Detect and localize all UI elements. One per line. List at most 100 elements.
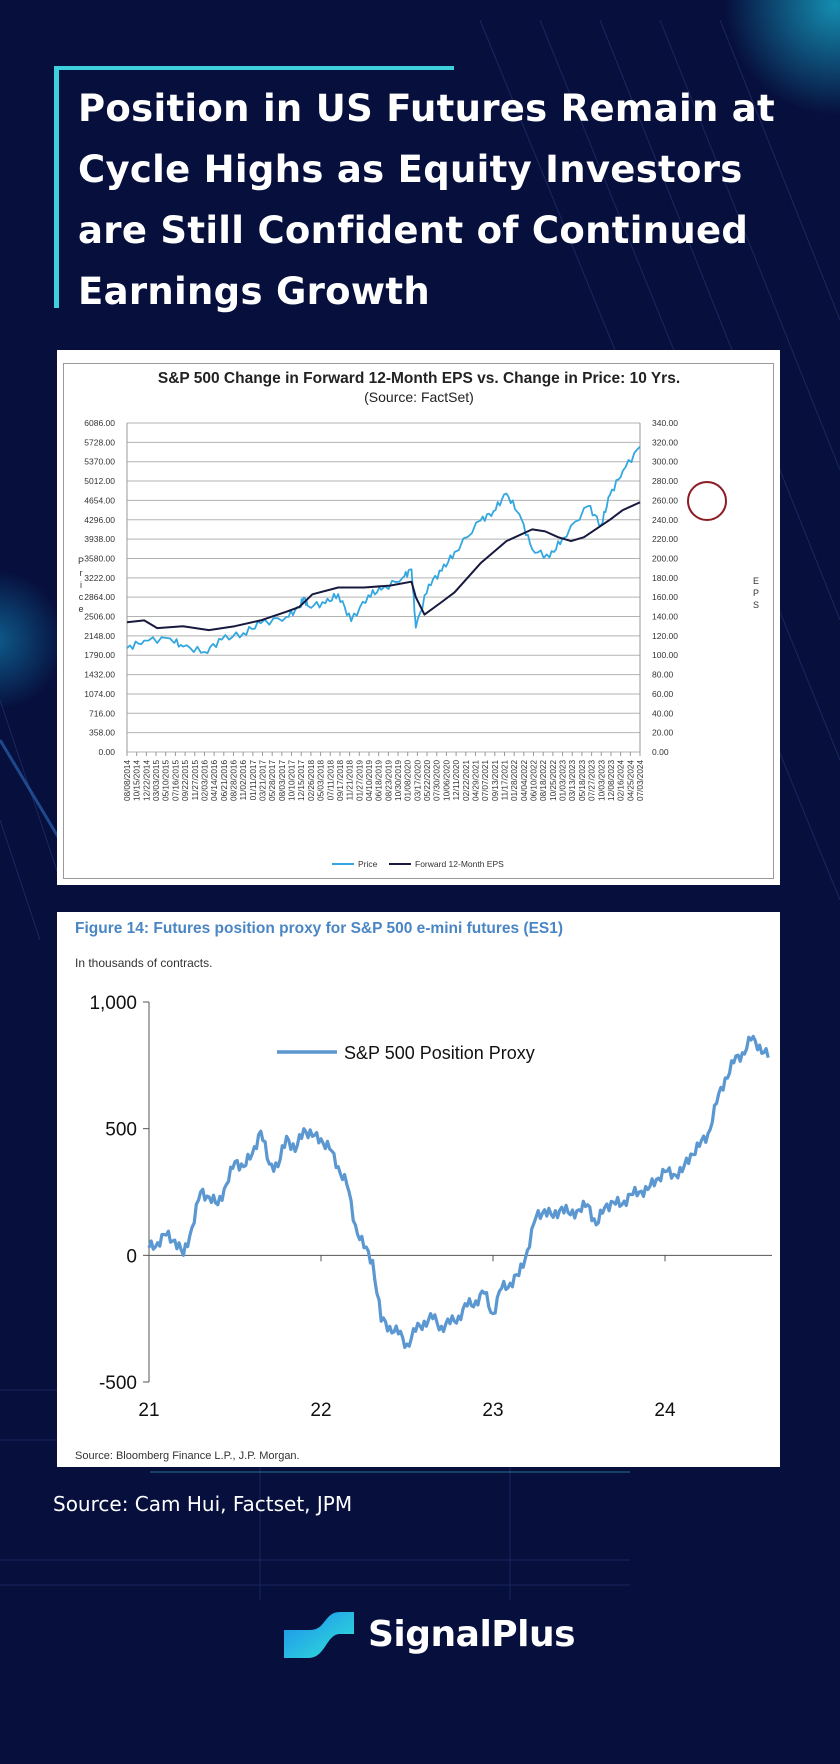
source-line: Source: Cam Hui, Factset, JPM [53,1492,353,1516]
x-tick-label: 03/13/2023 [568,760,577,801]
x-tick-label: 05/22/2020 [423,760,432,801]
y2-tick-label: 340.00 [652,418,678,428]
x-tick-label: 23 [482,1400,503,1421]
y2-tick-label: 100.00 [652,650,678,660]
y-tick-label: 4654.00 [84,495,115,505]
x-tick-label: 08/03/2017 [278,760,287,801]
x-tick-label: 01/11/2017 [249,760,258,801]
y2-tick-label: 300.00 [652,457,678,467]
x-tick-label: 11/17/2021 [500,760,509,801]
x-tick-label: 04/14/2016 [210,760,219,801]
y-tick-label: 5012.00 [84,476,115,486]
y-tick-label: 2506.00 [84,612,115,622]
y-tick-label: 1074.00 [84,689,115,699]
chart-subtitle: (Source: FactSet) [364,389,474,405]
x-tick-label: 12/22/2014 [142,760,151,801]
chart-subtitle: In thousands of contracts. [75,956,212,970]
y2-tick-label: 220.00 [652,534,678,544]
x-tick-label: 10/10/2017 [288,760,297,801]
x-tick-label: 09/22/2015 [181,760,190,801]
x-tick-label: 11/02/2016 [239,760,248,801]
x-tick-label: 09/17/2018 [336,760,345,801]
legend-price-label: Price [358,859,378,869]
y-tick-label: 3938.00 [84,534,115,544]
y-tick-label: 4296.00 [84,515,115,525]
y2-tick-label: 140.00 [652,612,678,622]
y-tick-label: 5728.00 [84,437,115,447]
x-tick-label: 12/08/2023 [607,760,616,801]
x-tick-label: 02/22/2021 [462,760,471,801]
x-tick-label: 06/10/2022 [530,760,539,801]
x-tick-label: 08/23/2019 [384,760,393,801]
x-tick-label: 02/03/2016 [200,760,209,801]
x-tick-label: 22 [310,1400,331,1421]
x-tick-label: 10/15/2014 [133,760,142,801]
x-tick-label: 05/10/2015 [162,760,171,801]
y2-axis-label-char: E [753,576,759,586]
x-tick-label: 09/13/2021 [491,760,500,801]
y2-tick-label: 0.00 [652,747,669,757]
chart-title: Figure 14: Futures position proxy for S&… [75,920,563,937]
position-proxy-line [147,1034,770,1349]
chart-source: Source: Bloomberg Finance L.P., J.P. Mor… [75,1450,300,1462]
chart-title: S&P 500 Change in Forward 12-Month EPS v… [158,370,680,387]
x-tick-label: 12/11/2020 [452,760,461,801]
title-accent-line [54,66,454,70]
y-tick-label: 5370.00 [84,457,115,467]
title-accent-border [54,66,799,308]
eps-vs-price-chart: S&P 500 Change in Forward 12-Month EPS v… [78,370,759,869]
y-tick-label: 500 [105,1120,137,1141]
x-tick-label: 03/21/2017 [259,760,268,801]
futures-position-chart: Figure 14: Futures position proxy for S&… [75,920,772,1462]
page-title: Position in US Futures Remain at Cycle H… [78,87,776,313]
y-tick-label: 0.00 [98,747,115,757]
x-tick-label: 01/08/2020 [404,760,413,801]
x-tick-label: 04/10/2019 [365,760,374,801]
x-tick-label: 08/08/2014 [123,760,132,801]
x-tick-label: 06/21/2016 [220,760,229,801]
y2-tick-label: 40.00 [652,708,674,718]
x-tick-label: 05/03/2018 [317,760,326,801]
y-tick-label: 358.00 [89,728,115,738]
x-tick-label: 03/17/2020 [413,760,422,801]
x-tick-label: 04/25/2024 [626,760,635,801]
y-axis-label-char: e [78,604,83,614]
y2-tick-label: 320.00 [652,437,678,447]
brand-name: SignalPlus [368,1614,576,1655]
y-tick-label: 1,000 [89,993,137,1014]
x-tick-label: 10/03/2023 [597,760,606,801]
x-tick-label: 04/04/2022 [520,760,529,801]
x-tick-label: 10/25/2022 [549,760,558,801]
y-tick-label: 1790.00 [84,650,115,660]
legend-label: S&P 500 Position Proxy [344,1043,535,1063]
y-tick-label: 716.00 [89,708,115,718]
y-tick-label: 6086.00 [84,418,115,428]
y-tick-label: 2864.00 [84,592,115,602]
x-tick-label: 01/27/2019 [355,760,364,801]
y-axis-label-char: i [80,580,82,590]
y-tick-label: -500 [99,1373,137,1394]
y-axis-label-char: r [80,568,83,578]
x-tick-label: 08/28/2016 [229,760,238,801]
x-tick-label: 07/30/2020 [433,760,442,801]
x-tick-label: 05/18/2023 [578,760,587,801]
y2-axis-label-char: S [753,600,759,610]
y-axis-label-char: P [78,556,84,566]
y2-tick-label: 260.00 [652,495,678,505]
x-tick-label: 02/26/2018 [307,760,316,801]
y-axis-label-char: c [79,592,84,602]
y2-tick-label: 280.00 [652,476,678,486]
y2-tick-label: 60.00 [652,689,674,699]
highlight-circle [687,481,727,521]
x-tick-label: 07/07/2021 [481,760,490,801]
y2-tick-label: 240.00 [652,515,678,525]
x-tick-label: 07/03/2024 [636,760,645,801]
eps-vs-price-chart-panel: S&P 500 Change in Forward 12-Month EPS v… [57,350,780,885]
y-tick-label: 3580.00 [84,553,115,563]
signalplus-logo: SignalPlus [280,1606,600,1666]
legend-eps-label: Forward 12-Month EPS [415,859,504,869]
x-tick-label: 21 [138,1400,159,1421]
price-series-line [126,445,641,654]
eps-series-line [126,501,641,632]
y2-tick-label: 80.00 [652,670,674,680]
